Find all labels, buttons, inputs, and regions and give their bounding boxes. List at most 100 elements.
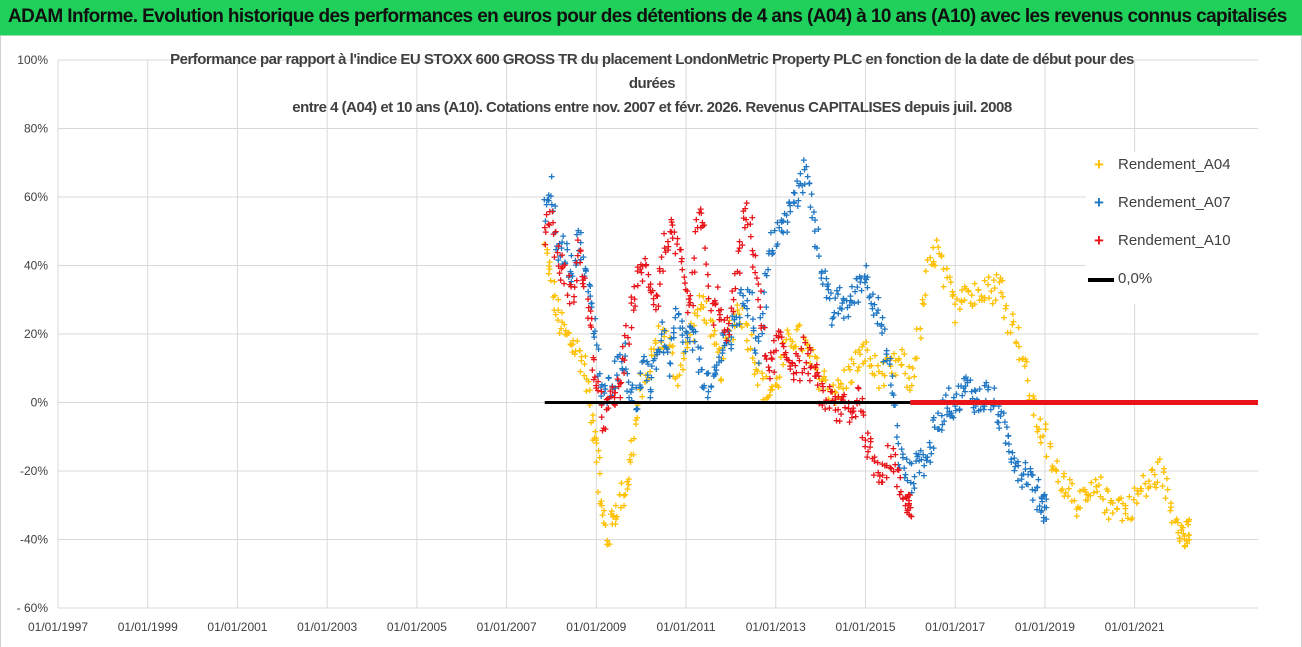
data-point: + <box>595 486 602 499</box>
data-point: + <box>625 478 632 491</box>
data-point: + <box>896 488 903 501</box>
data-point: + <box>889 370 896 383</box>
data-point: + <box>686 299 693 312</box>
data-point: + <box>663 325 670 338</box>
data-point: + <box>544 243 551 256</box>
data-point: + <box>1077 485 1084 498</box>
data-point: + <box>689 343 696 356</box>
data-point: + <box>947 409 954 422</box>
data-point: + <box>921 469 928 482</box>
data-point: + <box>828 385 835 398</box>
data-point: + <box>593 338 600 351</box>
data-point: + <box>726 314 733 327</box>
data-point: + <box>1011 452 1018 465</box>
data-point: + <box>705 385 712 398</box>
data-point: + <box>581 369 588 382</box>
data-point: + <box>691 307 698 320</box>
data-point: + <box>864 450 871 463</box>
data-point: + <box>734 304 741 317</box>
data-point: + <box>731 313 738 326</box>
data-point: + <box>775 329 782 342</box>
data-point: + <box>576 244 583 257</box>
data-point: + <box>665 243 672 256</box>
data-point: + <box>878 319 885 332</box>
data-point: + <box>781 348 788 361</box>
data-point: + <box>573 256 580 269</box>
data-point: + <box>766 245 773 258</box>
y-tick-label: - 60% <box>17 601 49 615</box>
data-point: + <box>553 243 560 256</box>
data-point: + <box>845 402 852 415</box>
data-point: + <box>566 269 573 282</box>
data-point: + <box>894 430 901 443</box>
data-point: + <box>868 359 875 372</box>
data-point: + <box>631 432 638 445</box>
data-point: + <box>639 260 646 273</box>
data-point: + <box>970 401 977 414</box>
data-point: + <box>737 317 744 330</box>
data-point: + <box>668 226 675 239</box>
data-point: + <box>666 369 673 382</box>
data-point: + <box>854 272 861 285</box>
data-point: + <box>741 299 748 312</box>
data-point: + <box>901 461 908 474</box>
data-point: + <box>974 393 981 406</box>
data-point: + <box>836 281 843 294</box>
data-point: + <box>684 284 691 297</box>
data-point: + <box>619 352 626 365</box>
data-point: + <box>892 458 899 471</box>
data-point: + <box>789 357 796 370</box>
data-point: + <box>807 374 814 387</box>
data-point: + <box>700 382 707 395</box>
data-point: + <box>890 465 897 478</box>
data-point: + <box>655 343 662 356</box>
data-point: + <box>835 403 842 416</box>
data-point: + <box>842 401 849 414</box>
data-point: + <box>712 298 719 311</box>
data-point: + <box>919 297 926 310</box>
data-point: + <box>624 367 631 380</box>
data-point: + <box>860 409 867 422</box>
data-point: + <box>661 227 668 240</box>
report-banner-title: ADAM Informe. Evolution historique des p… <box>8 6 1287 27</box>
data-point: + <box>711 324 718 337</box>
data-point: + <box>663 340 670 353</box>
data-point: + <box>670 326 677 339</box>
data-point: + <box>658 251 665 264</box>
data-point: + <box>819 398 826 411</box>
data-point: + <box>819 265 826 278</box>
data-point: + <box>999 274 1006 287</box>
data-point: + <box>1075 500 1082 513</box>
data-point: + <box>892 448 899 461</box>
data-point: + <box>904 506 911 519</box>
data-point: + <box>647 391 654 404</box>
data-point: + <box>651 352 658 365</box>
data-point: + <box>621 329 628 342</box>
data-point: + <box>564 328 571 341</box>
data-point: + <box>1042 417 1049 430</box>
data-point: + <box>703 295 710 308</box>
data-point: + <box>693 213 700 226</box>
data-point: + <box>559 306 566 319</box>
data-point: + <box>637 367 644 380</box>
data-point: + <box>840 390 847 403</box>
data-point: + <box>852 410 859 423</box>
data-point: + <box>1018 468 1025 481</box>
data-point: + <box>967 374 974 387</box>
data-point: + <box>766 247 773 260</box>
data-point: + <box>559 236 566 249</box>
data-point: + <box>1034 425 1041 438</box>
data-point: + <box>805 347 812 360</box>
data-point: + <box>647 365 654 378</box>
data-point: + <box>747 342 754 355</box>
data-point: + <box>895 437 902 450</box>
data-point: + <box>708 304 715 317</box>
data-point: + <box>786 196 793 209</box>
legend-label-a10: Rendement_A10 <box>1118 232 1231 249</box>
data-point: + <box>587 305 594 318</box>
data-point: + <box>902 468 909 481</box>
data-point: + <box>1105 513 1112 526</box>
data-point: + <box>670 339 677 352</box>
data-point: + <box>907 489 914 502</box>
data-point: + <box>894 463 901 476</box>
